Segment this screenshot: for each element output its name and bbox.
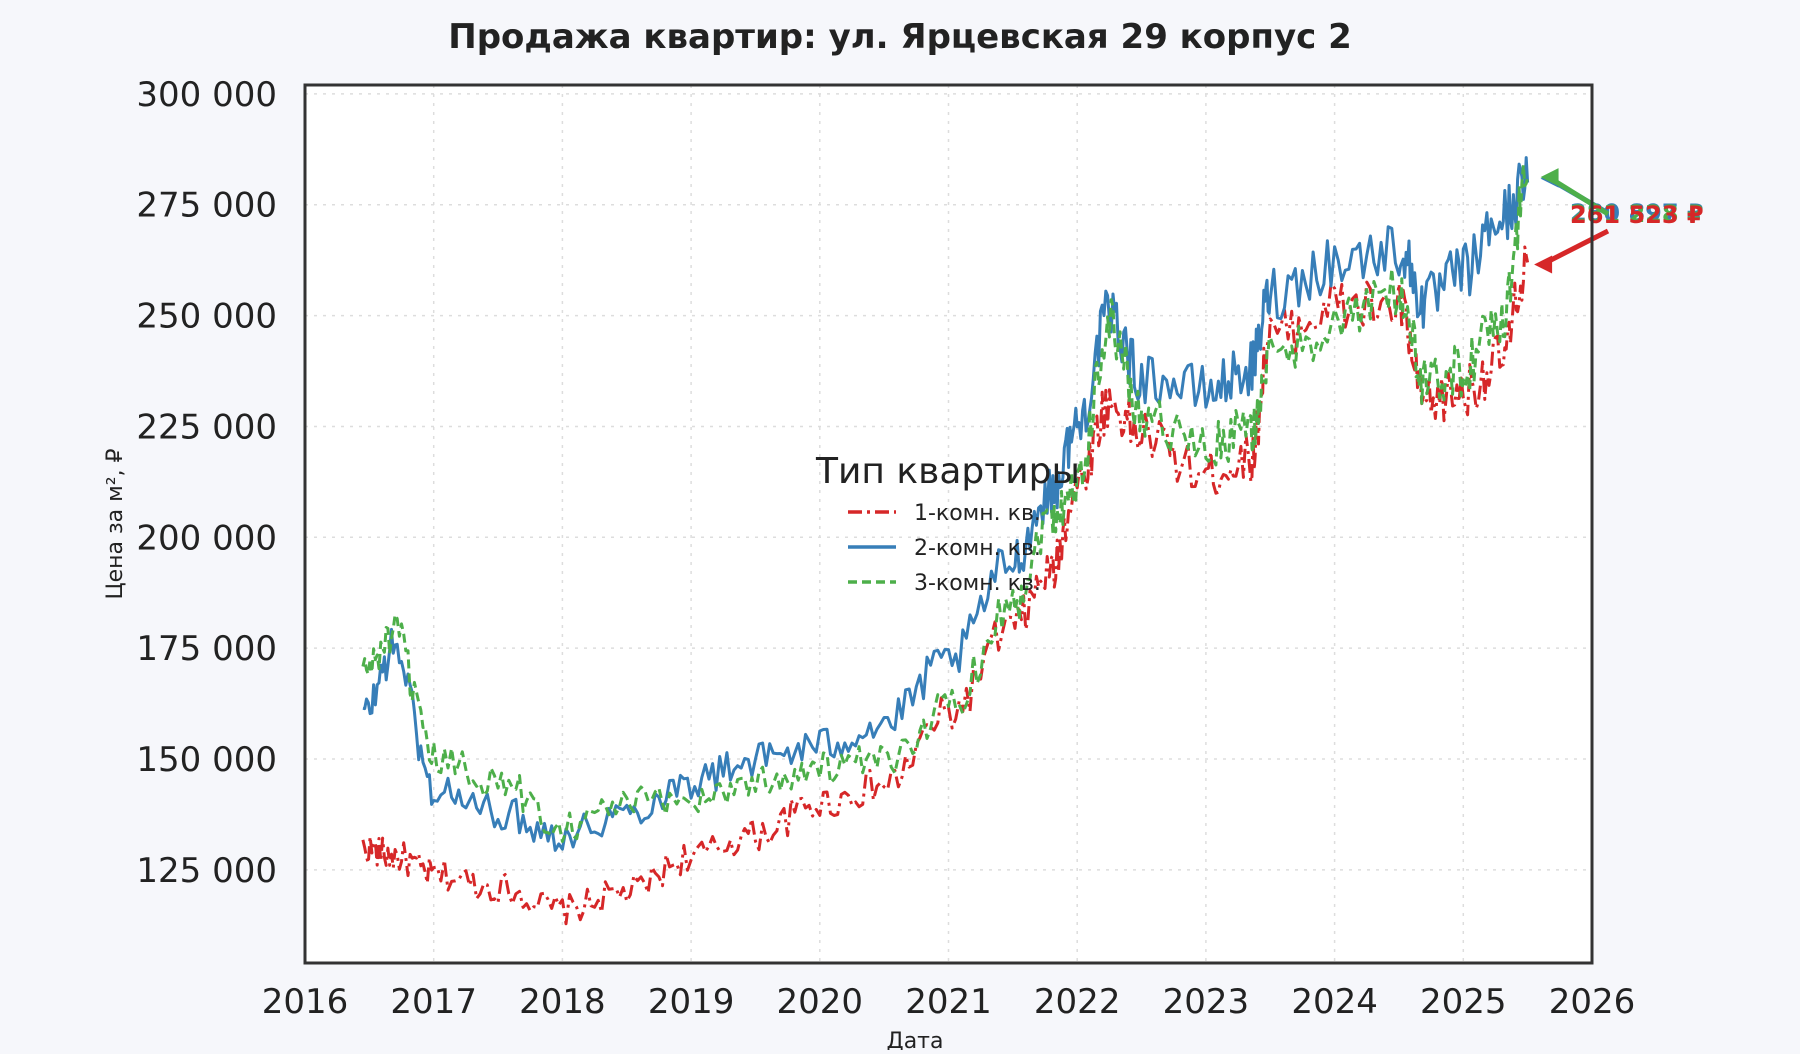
y-axis-ticks: 125 000 150 000 175 000 200 000 225 000 250 0… xyxy=(136,75,277,891)
x-tick-label: 2025 xyxy=(1420,982,1507,1022)
chart-title: Продажа квартир: ул. Ярцевская 29 корпус… xyxy=(448,17,1352,57)
x-tick-label: 2016 xyxy=(262,982,349,1022)
y-tick-label: 250 000 xyxy=(136,297,277,337)
y-tick-label: 200 000 xyxy=(136,518,277,558)
y-axis-label: Цена за м², ₽ xyxy=(103,448,128,599)
annotation-label: 261 523 ₽ xyxy=(1570,201,1704,229)
series-line xyxy=(361,245,1530,926)
x-tick-label: 2024 xyxy=(1291,982,1378,1022)
x-tick-label: 2020 xyxy=(777,982,864,1022)
y-tick-label: 125 000 xyxy=(136,851,277,891)
x-tick-label: 2022 xyxy=(1034,982,1121,1022)
legend-title: Тип квартиры xyxy=(815,451,1080,492)
series-lines xyxy=(361,156,1530,926)
plot-frame xyxy=(303,83,1594,965)
x-tick-label: 2018 xyxy=(519,982,606,1022)
y-tick-label: 175 000 xyxy=(136,629,277,669)
legend-entry: 1-комн. кв. xyxy=(914,501,1041,526)
x-tick-label: 2026 xyxy=(1549,982,1636,1022)
legend-entry: 2-комн. кв. xyxy=(914,536,1041,561)
y-tick-label: 300 000 xyxy=(136,75,277,115)
x-tick-label: 2017 xyxy=(390,982,477,1022)
x-tick-label: 2023 xyxy=(1163,982,1250,1022)
annotation-arrowhead xyxy=(1540,168,1559,187)
x-axis-label: Дата xyxy=(887,1029,944,1050)
annotation-arrowhead xyxy=(1534,255,1553,274)
legend: Тип квартиры 1-комн. кв. 2-комн. кв. 3-ком… xyxy=(815,451,1080,596)
y-tick-label: 150 000 xyxy=(136,740,277,780)
annotation-arrow xyxy=(1540,228,1610,267)
x-tick-label: 2019 xyxy=(648,982,735,1022)
legend-entry: 3-комн. кв. xyxy=(914,571,1041,596)
series-line xyxy=(361,163,1530,843)
x-tick-label: 2021 xyxy=(905,982,992,1022)
y-tick-label: 275 000 xyxy=(136,186,277,226)
y-tick-label: 225 000 xyxy=(136,407,277,447)
x-axis-ticks: 2016 2017 2018 2019 2020 2021 2022 2023 2024 2025… xyxy=(262,982,1636,1022)
